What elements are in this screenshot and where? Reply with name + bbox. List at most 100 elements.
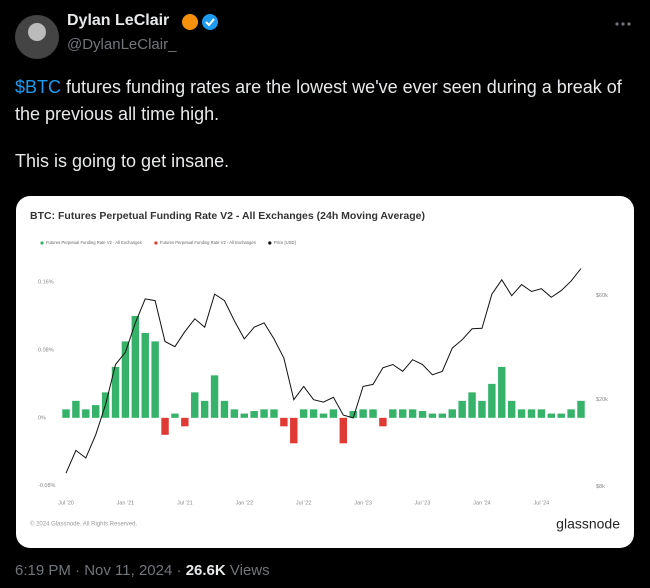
funding-bar bbox=[349, 411, 357, 418]
y-tick-label: 0.08% bbox=[38, 347, 54, 353]
funding-bar bbox=[91, 405, 100, 418]
verified-check bbox=[205, 18, 215, 27]
y2-tick-label: $20k bbox=[596, 397, 608, 403]
x-tick-label: Jan '23 bbox=[354, 500, 372, 506]
more-menu[interactable] bbox=[615, 22, 631, 26]
tweet-text: $BTC futures funding rates are the lowes… bbox=[15, 74, 635, 195]
brand: glassnode bbox=[556, 516, 620, 532]
funding-bar bbox=[260, 409, 268, 418]
paragraph: This is going to get insane. bbox=[15, 151, 230, 171]
chart-title: BTC: Futures Perpetual Funding Rate V2 -… bbox=[30, 210, 425, 222]
legend-label: Futures Perpetual Funding Rate V2 - All … bbox=[46, 240, 142, 245]
funding-bar bbox=[270, 409, 278, 418]
x-tick-label: Jul '20 bbox=[58, 500, 74, 506]
funding-bar bbox=[488, 383, 496, 418]
funding-bar bbox=[181, 417, 189, 427]
funding-bar bbox=[309, 409, 318, 418]
funding-bar bbox=[498, 366, 506, 418]
funding-bar bbox=[299, 409, 308, 418]
y-tick-label: 0% bbox=[38, 415, 46, 421]
date[interactable]: Nov 11, 2024 bbox=[84, 562, 173, 579]
legend-swatch bbox=[40, 241, 44, 245]
funding-bar bbox=[240, 413, 248, 418]
verified-badge bbox=[202, 14, 218, 30]
tweet-header-icons bbox=[15, 14, 631, 59]
funding-bar bbox=[557, 413, 565, 418]
x-tick-label: Jan '24 bbox=[473, 500, 491, 506]
funding-bar bbox=[399, 409, 407, 418]
separator: · bbox=[75, 562, 81, 579]
separator: · bbox=[176, 562, 182, 579]
funding-bar bbox=[359, 409, 367, 418]
funding-bar bbox=[408, 409, 417, 418]
funding-bar bbox=[448, 409, 456, 418]
funding-bar bbox=[478, 400, 486, 418]
funding-bar bbox=[230, 409, 239, 418]
funding-bar bbox=[418, 411, 427, 418]
tweet-footer: 6:19 PM · Nov 11, 2024 · 26.6K Views bbox=[15, 562, 270, 579]
x-tick-label: Jul '23 bbox=[415, 500, 431, 506]
funding-bar bbox=[438, 413, 447, 418]
funding-bar bbox=[220, 400, 229, 418]
card-bg bbox=[16, 196, 634, 548]
funding-bar bbox=[567, 409, 575, 418]
funding-bar bbox=[547, 413, 556, 418]
funding-bar bbox=[329, 409, 338, 418]
funding-bar bbox=[290, 417, 298, 444]
legend-label: Price [USD] bbox=[274, 240, 296, 245]
x-tick-label: Jan '21 bbox=[117, 500, 135, 506]
views-label: Views bbox=[229, 562, 270, 579]
x-tick-label: Jul '24 bbox=[534, 500, 550, 506]
legend-label: Futures Perpetual Funding Rate V2 - All … bbox=[160, 240, 256, 245]
views-count: 26.6K bbox=[185, 562, 226, 579]
funding-bar bbox=[507, 400, 516, 418]
funding-bar bbox=[161, 417, 169, 435]
x-tick-label: Jan '22 bbox=[235, 500, 253, 506]
y2-tick-label: $8k bbox=[596, 484, 605, 490]
funding-bar bbox=[210, 375, 219, 418]
funding-bar bbox=[121, 341, 130, 418]
x-tick-label: Jul '21 bbox=[177, 500, 193, 506]
text: futures funding rates are the lowest we'… bbox=[15, 77, 622, 124]
funding-bar bbox=[151, 341, 159, 418]
funding-bar bbox=[517, 409, 526, 418]
funding-bar bbox=[458, 400, 466, 418]
funding-bar bbox=[537, 409, 546, 418]
time[interactable]: 6:19 PM bbox=[15, 562, 71, 579]
funding-bar bbox=[171, 413, 179, 418]
funding-bar bbox=[200, 400, 209, 418]
funding-bar bbox=[280, 417, 288, 427]
paragraph: $BTC futures funding rates are the lowes… bbox=[15, 74, 635, 128]
funding-bar bbox=[131, 315, 140, 418]
funding-bar bbox=[468, 392, 476, 418]
author-name[interactable]: Dylan LeClair bbox=[67, 12, 170, 29]
chart-card: BTC: Futures Perpetual Funding Rate V2 -… bbox=[16, 196, 634, 548]
legend-swatch bbox=[268, 241, 272, 245]
funding-bar bbox=[141, 332, 149, 418]
funding-bar bbox=[319, 413, 328, 418]
price-line bbox=[65, 268, 582, 474]
funding-bar bbox=[111, 366, 120, 418]
funding-bar bbox=[191, 392, 199, 418]
funding-bar bbox=[339, 417, 348, 444]
legend-swatch bbox=[154, 241, 158, 245]
funding-bar bbox=[72, 400, 80, 418]
funding-bar bbox=[389, 409, 397, 418]
y2-tick-label: $60k bbox=[596, 293, 608, 299]
y-tick-label: -0.08% bbox=[38, 483, 56, 489]
funding-bar bbox=[577, 400, 585, 418]
funding-bar bbox=[82, 409, 90, 418]
cashtag[interactable]: $BTC bbox=[15, 77, 62, 97]
author-handle[interactable]: @DylanLeClair_ bbox=[67, 36, 177, 53]
avatar-face bbox=[28, 23, 46, 41]
funding-bar bbox=[250, 411, 258, 418]
funding-bar bbox=[369, 409, 377, 418]
copyright: © 2024 Glassnode. All Rights Reserved. bbox=[30, 521, 137, 528]
funding-bar bbox=[428, 413, 437, 418]
funding-bar bbox=[379, 417, 387, 427]
orange-circle-emoji bbox=[182, 14, 198, 30]
x-tick-label: Jul '22 bbox=[296, 500, 312, 506]
funding-bar bbox=[62, 409, 70, 418]
y-tick-label: 0.16% bbox=[38, 279, 54, 285]
